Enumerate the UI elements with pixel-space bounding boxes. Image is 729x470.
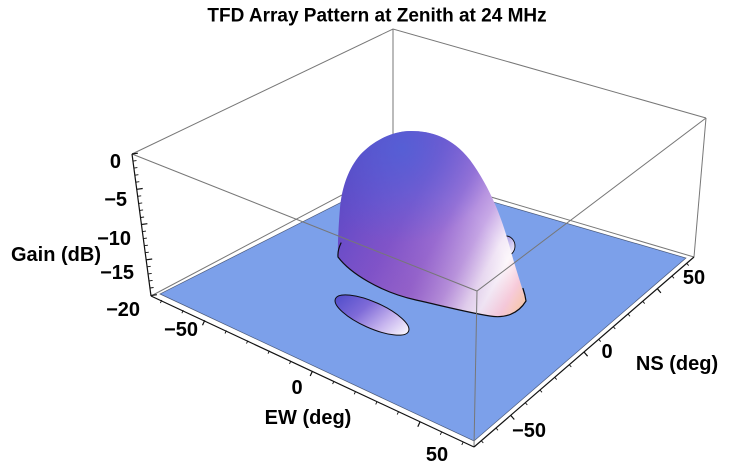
gain-tick-neg10: −10: [97, 228, 131, 250]
axis-ticks: [131, 152, 690, 446]
ew-tick-50: 50: [425, 444, 449, 466]
main-lobe-surface: [337, 131, 527, 318]
gain-tick-neg15: −15: [100, 262, 134, 284]
main-lobe-footprint-outline: [337, 242, 527, 318]
ns-tick-0: 0: [601, 341, 613, 363]
ns-axis-label: NS (deg): [635, 353, 719, 375]
ew-minor-ticks: [159, 299, 464, 446]
ew-tick-neg50: −50: [164, 319, 198, 341]
ns-major-ticks: [510, 288, 662, 420]
ns-tick-50: 50: [682, 267, 706, 289]
ew-major-ticks: [201, 320, 421, 427]
gain-major-ticks: [131, 152, 157, 297]
gain-axis-edge: [131, 153, 152, 297]
ew-axis-label: EW (deg): [264, 407, 352, 429]
plot-title: TFD Array Pattern at Zenith at 24 MHz: [207, 5, 547, 27]
gain-axis-label: Gain (dB): [11, 244, 101, 266]
ew-tick-0: 0: [291, 377, 303, 399]
gain-tick-neg20: −20: [106, 299, 140, 321]
gain-tick-neg5: −5: [104, 189, 127, 211]
ns-minor-ticks: [480, 263, 690, 444]
ns-tick-neg50: −50: [512, 420, 546, 442]
gain-tick-0: 0: [109, 151, 121, 173]
box-front-edges: [131, 117, 707, 448]
floor-plane: [159, 173, 687, 442]
side-lobe-south-bump: [334, 294, 410, 336]
gain-minor-ticks: [132, 160, 154, 289]
